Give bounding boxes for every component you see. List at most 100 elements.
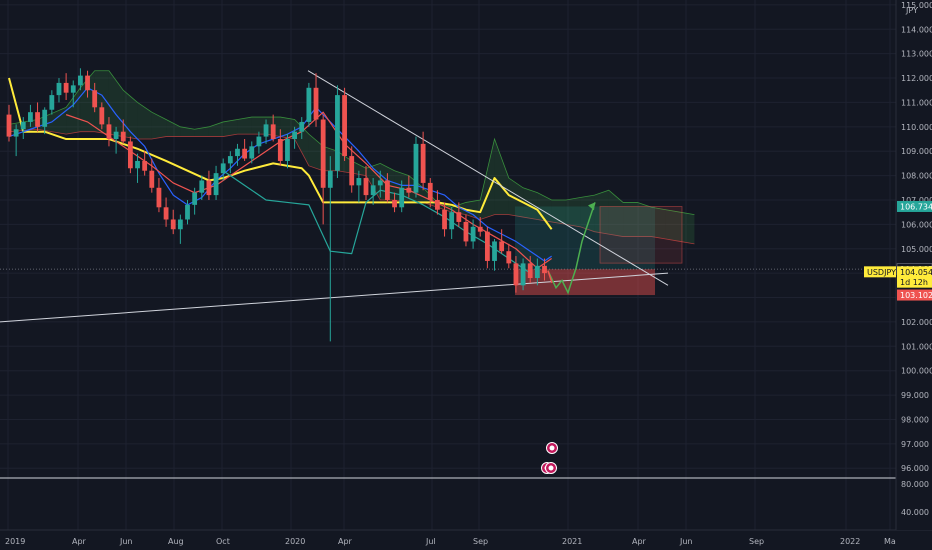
price-tick-label: 96.000 — [901, 464, 929, 473]
cloud-segment — [480, 139, 495, 220]
candle-body — [249, 146, 255, 159]
candle-body — [185, 204, 190, 220]
candle-body — [363, 178, 369, 196]
position-zones — [0, 206, 896, 296]
price-tick-label: 107.000 — [901, 196, 932, 205]
profit-zone — [515, 206, 655, 270]
time-tick-label: Jul — [425, 537, 436, 546]
candle-body — [56, 82, 62, 96]
price-tick-label: 113.000 — [901, 50, 932, 59]
cloud-segment — [680, 212, 695, 244]
economic-event-icon-dot — [548, 465, 554, 471]
candle-body — [499, 241, 505, 252]
candle-body — [399, 187, 405, 208]
cloud-segment — [337, 151, 352, 174]
price-tick-label: 102.000 — [901, 318, 932, 327]
candle-body — [85, 75, 90, 91]
time-axis[interactable]: 2019 Apr Jun Aug Oct 2020 Apr Jul Sep 2021 Apr Jun S… — [5, 537, 896, 546]
cloud-segment — [280, 117, 295, 140]
price-badge-box — [897, 266, 932, 278]
time-tick-label: Apr — [338, 537, 353, 546]
candle-body — [235, 148, 240, 157]
symbol-badge-label: USDJPY — [867, 268, 896, 277]
descending-trendline — [307, 70, 669, 286]
cloud-segment — [166, 119, 181, 137]
candle-body — [135, 160, 140, 169]
price-badge-value: 1d 12h — [900, 278, 928, 287]
cloud-segment — [137, 102, 152, 140]
candle-body — [63, 82, 69, 93]
currency-label: JPY — [905, 6, 918, 15]
time-tick-label: 2021 — [562, 537, 582, 546]
time-tick-label: Sep — [749, 537, 764, 546]
candle-body — [327, 170, 333, 188]
candle-body — [120, 131, 126, 142]
price-badge-value: 106.734 — [900, 202, 932, 211]
projection-arrowhead — [588, 202, 595, 211]
price-badge-box — [897, 200, 932, 212]
cloud-segment — [251, 117, 267, 135]
candle-body — [156, 187, 162, 208]
candle-body — [92, 90, 98, 108]
candle-body — [527, 263, 533, 279]
candle-body — [392, 199, 397, 208]
projection-path — [547, 202, 596, 295]
candle-body — [70, 85, 76, 93]
cloud-segment — [208, 121, 224, 137]
candle-body — [6, 114, 12, 137]
price-tick-label: 108.000 — [901, 172, 932, 181]
cloud-segment — [351, 160, 366, 176]
candle-body — [477, 226, 483, 232]
lower-pane-tick-label: 80.000 — [901, 480, 929, 489]
candle-body — [413, 143, 419, 193]
candle-body — [163, 207, 169, 220]
cloud-segment — [194, 126, 209, 137]
candle-body — [534, 265, 540, 279]
time-tick-label: 2019 — [5, 537, 25, 546]
time-tick-label: 2020 — [285, 537, 305, 546]
supply-box — [599, 206, 683, 264]
time-tick-label: Oct — [216, 537, 230, 546]
candle-body — [463, 221, 469, 242]
candle-body — [427, 182, 433, 200]
candle-body — [320, 119, 326, 188]
lower-pane-tick-label: 40.000 — [901, 508, 929, 517]
price-tick-label: 112.000 — [901, 74, 932, 83]
candle-body — [106, 124, 112, 140]
price-tick-label: 97.000 — [901, 440, 929, 449]
cloud-segment — [294, 119, 309, 166]
candle-body — [442, 209, 447, 230]
candle-body — [406, 187, 412, 193]
candle-body — [28, 112, 33, 122]
candle-body — [285, 139, 290, 161]
candle-body — [306, 87, 312, 122]
price-tick-label: 99.000 — [901, 391, 929, 400]
candlesticks — [6, 68, 547, 342]
price-tick-label: 105.000 — [901, 245, 932, 254]
candle-body — [342, 95, 347, 157]
time-tick-label: Jun — [679, 537, 693, 546]
candle-body — [149, 170, 155, 188]
event-markers[interactable] — [541, 442, 558, 474]
cloud-segment — [223, 119, 238, 137]
time-tick-label: Aug — [168, 537, 184, 546]
cloud-segment — [308, 134, 324, 171]
candle-body — [192, 192, 198, 205]
candle-body — [49, 95, 55, 110]
ascending-trendline — [0, 272, 669, 323]
candle-body — [420, 143, 426, 183]
cloud-segment — [637, 202, 652, 237]
candle-body — [199, 180, 205, 193]
pane-divider[interactable] — [0, 477, 932, 531]
candle-body — [385, 180, 390, 200]
price-tick-label: 114.000 — [901, 25, 932, 34]
candle-body — [292, 131, 297, 140]
candle-body — [542, 265, 547, 274]
grid-lines — [0, 0, 896, 530]
candle-body — [484, 231, 490, 261]
candle-body — [299, 121, 305, 132]
candle-body — [206, 180, 212, 196]
